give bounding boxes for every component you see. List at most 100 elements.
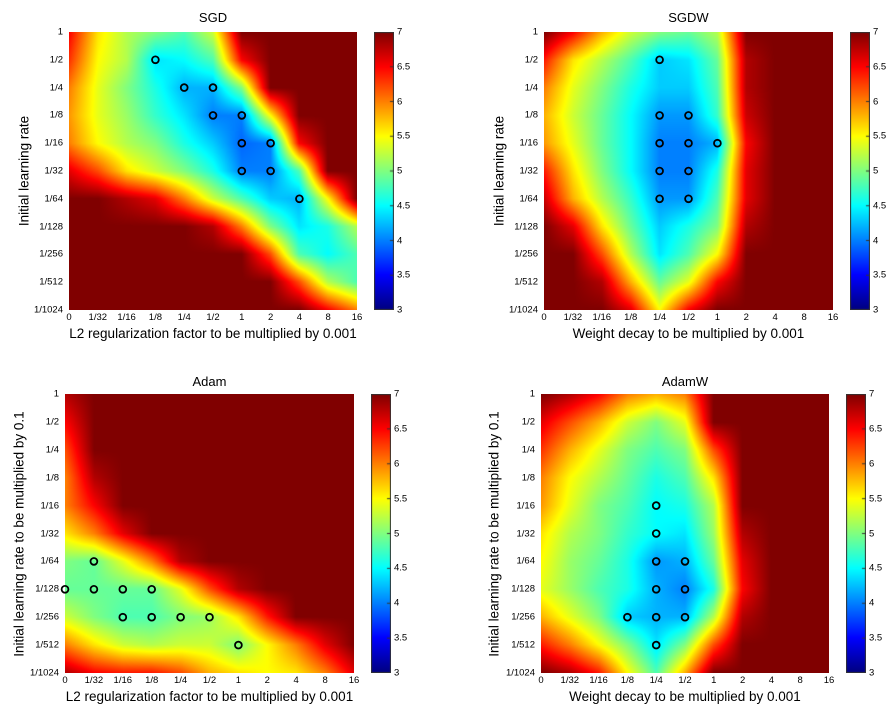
best-setting-marker [680, 585, 690, 594]
best-setting-marker [147, 612, 156, 622]
y-axis-label: Initial learning rate [491, 115, 507, 227]
best-setting-marker [205, 612, 214, 622]
x-tick-label: 1/2 [681, 312, 696, 323]
best-setting-marker [651, 612, 661, 622]
best-setting-marker [266, 166, 275, 176]
colorbar-tick-label: 7 [873, 26, 879, 38]
y-axis-label: Initial learning rate [16, 115, 32, 227]
y-tick-label: 1/32 [516, 528, 536, 539]
colorbar-tick-label: 4 [394, 597, 400, 609]
colorbar-tick-label: 3.5 [873, 269, 887, 281]
best-setting-marker [208, 83, 218, 92]
best-setting-marker [147, 585, 156, 594]
y-tick-label: 1/16 [519, 137, 539, 149]
y-tick-label: 1/2 [521, 416, 535, 428]
y-tick-label: 1/4 [521, 444, 535, 456]
x-tick-label: 8 [322, 675, 328, 686]
colorbar-tick-label: 3.5 [397, 269, 411, 281]
x-tick-label: 2 [264, 675, 270, 686]
y-tick-label: 1/128 [35, 583, 59, 595]
x-tick-label: 4 [768, 675, 775, 686]
colorbar-tick-label: 6.5 [397, 61, 411, 73]
marker-layer [623, 501, 690, 650]
colorbar-tick-label: 4.5 [394, 562, 408, 574]
best-setting-marker [651, 557, 661, 566]
best-setting-marker [237, 111, 247, 120]
best-setting-marker [655, 138, 664, 148]
x-tick-label: 4 [293, 675, 299, 686]
colorbar-tick-label: 4.5 [397, 200, 411, 212]
best-setting-marker [651, 501, 661, 510]
y-tick-label: 1/16 [40, 500, 60, 512]
y-tick-label: 1/32 [40, 528, 60, 539]
x-tick-label: 1/2 [678, 675, 692, 686]
colorbar-tick-label: 6 [397, 96, 403, 107]
heatmap-surface [541, 394, 829, 673]
y-tick-label: 1/2 [49, 54, 63, 66]
heatmap-surface [69, 32, 357, 310]
colorbar-tick-label: 5 [873, 165, 879, 177]
x-tick-label: 1/32 [88, 312, 108, 323]
y-tick-label: 1 [57, 26, 63, 38]
colorbar-tick-label: 5 [394, 528, 400, 539]
colorbar-tick-label: 3 [873, 304, 879, 316]
y-tick-label: 1/4 [524, 82, 538, 94]
x-tick-label: 1/16 [589, 675, 608, 686]
best-setting-marker [655, 194, 664, 204]
x-tick-label: 16 [351, 312, 363, 323]
y-tick-label: 1/128 [511, 583, 535, 595]
y-tick-label: 1/512 [39, 276, 63, 288]
x-tick-label: 1 [239, 312, 245, 323]
colorbar [850, 32, 870, 310]
colorbar [371, 394, 391, 673]
colorbar-tick-label: 4 [873, 235, 879, 246]
colorbar-tick-label: 6.5 [873, 61, 887, 73]
marker-layer [60, 557, 243, 650]
x-tick-label: 16 [827, 312, 839, 323]
best-setting-marker [118, 585, 128, 594]
y-tick-label: 1/256 [511, 611, 535, 623]
chart-title: AdamW [661, 374, 709, 389]
best-setting-marker [623, 612, 632, 622]
x-tick-label: 1/4 [652, 312, 667, 323]
x-tick-label: 4 [296, 312, 303, 323]
x-tick-label: 2 [267, 312, 274, 323]
colorbar-tick-label: 4 [869, 597, 875, 609]
x-tick-label: 16 [348, 675, 360, 686]
y-tick-label: 1/1024 [505, 667, 535, 679]
best-setting-marker [680, 612, 690, 622]
colorbar-tick-label: 5.5 [397, 130, 411, 142]
best-setting-marker [651, 529, 661, 538]
x-tick-label: 1 [711, 675, 717, 686]
x-tick-label: 1/8 [148, 312, 162, 323]
x-tick-label: 0 [66, 312, 72, 323]
x-tick-label: 1/32 [84, 675, 104, 686]
best-setting-marker [655, 111, 664, 120]
colorbar-tick-label: 5.5 [394, 493, 408, 505]
y-tick-label: 1/8 [45, 472, 59, 484]
colorbar-tick-label: 3.5 [394, 632, 408, 644]
y-tick-label: 1/16 [44, 137, 64, 149]
best-setting-marker [234, 640, 243, 650]
colorbar-tick-label: 6 [394, 458, 400, 470]
best-setting-marker [60, 585, 70, 594]
best-setting-marker [176, 612, 185, 622]
marker-layer [655, 55, 722, 204]
y-tick-label: 1/512 [35, 639, 59, 651]
x-tick-label: 8 [325, 312, 331, 323]
best-setting-marker [651, 640, 661, 650]
colorbar-tick-label: 4.5 [869, 562, 883, 574]
y-tick-label: 1/16 [516, 500, 536, 512]
best-setting-marker [118, 612, 128, 622]
y-tick-label: 1/1024 [33, 304, 63, 316]
chart-title: SGDW [668, 10, 709, 25]
y-tick-label: 1/4 [45, 444, 59, 456]
x-tick-label: 1/32 [560, 675, 580, 686]
best-setting-marker [266, 138, 275, 148]
x-axis-label: Weight decay to be multiplied by 0.001 [569, 689, 801, 704]
x-axis-label: Weight decay to be multiplied by 0.001 [572, 326, 805, 341]
colorbar-tick-label: 7 [394, 388, 400, 400]
y-tick-label: 1 [529, 388, 535, 400]
x-tick-label: 1 [714, 312, 721, 323]
